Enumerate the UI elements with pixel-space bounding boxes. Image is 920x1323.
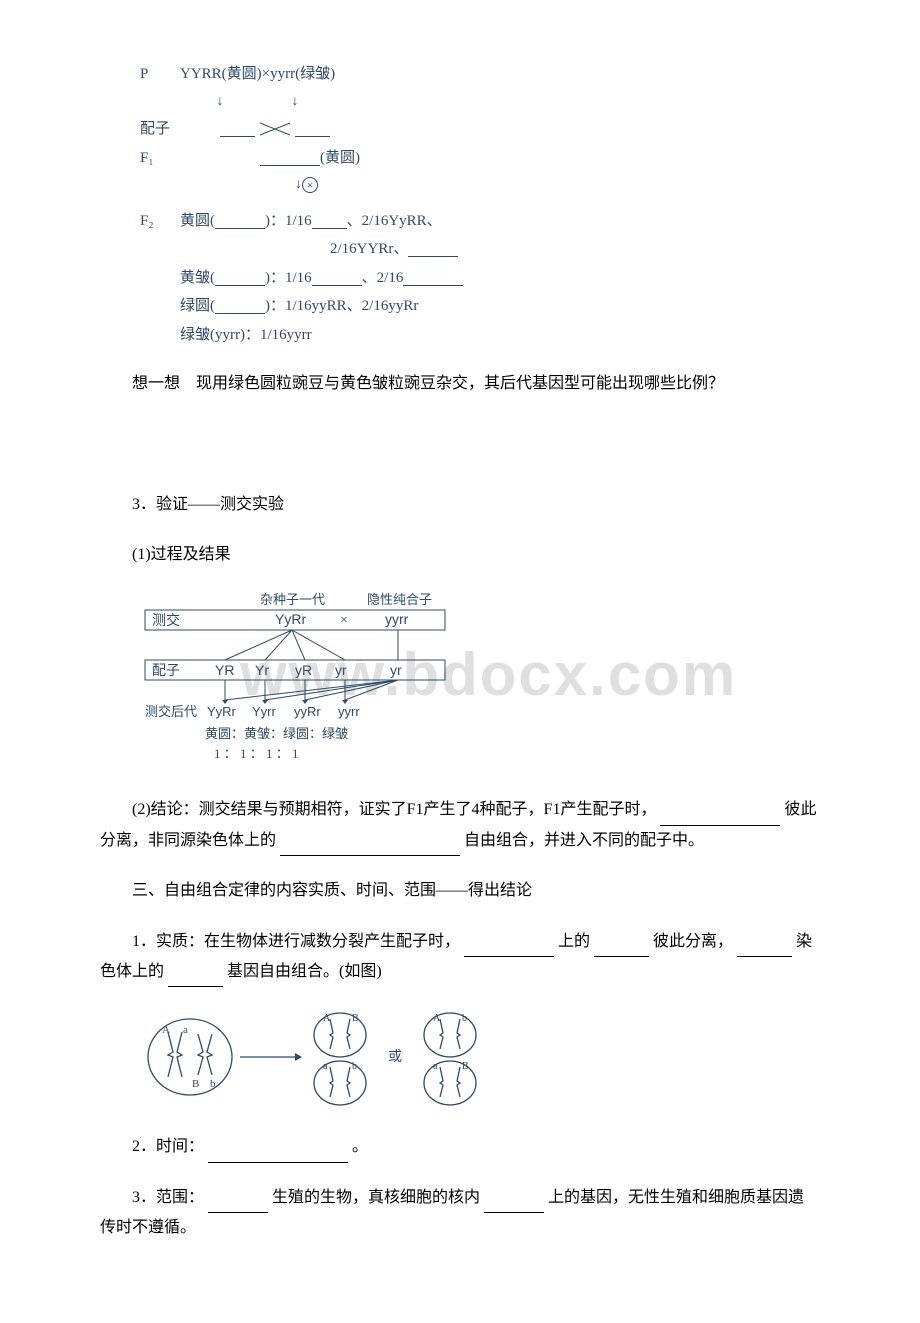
chromosome-svg: A a B b A B a b 或 — [140, 1007, 520, 1107]
arrow-down-icon: ↓ — [180, 89, 260, 116]
gamete-blank-2 — [295, 121, 330, 137]
svg-text:a: a — [183, 1024, 188, 1036]
arrow-down-icon: ↓ — [295, 172, 302, 199]
svg-text:A: A — [433, 1013, 441, 1024]
section-3-title: 3．验证——测交实验 — [100, 490, 820, 520]
svg-text:yyrr: yyrr — [385, 611, 409, 627]
conclusion-blank-1 — [660, 810, 780, 826]
p-label: P — [140, 60, 180, 89]
essence-blank-1 — [464, 941, 554, 957]
f2-yw-ratio: )：1/16 — [265, 264, 312, 293]
svg-text:b: b — [210, 1078, 216, 1090]
svg-text:yr: yr — [335, 662, 347, 678]
range-blank-1 — [208, 1197, 268, 1213]
svg-text:杂种子一代: 杂种子一代 — [260, 592, 325, 607]
essence-e: 基因自由组合。(如图) — [227, 963, 382, 980]
svg-text:A: A — [323, 1013, 331, 1024]
svg-text:B: B — [352, 1013, 359, 1024]
essence-text: 1．实质：在生物体进行减数分裂产生配子时， 上的 彼此分离， 染色体上的 基因自… — [100, 927, 820, 988]
svg-text:YR: YR — [215, 662, 234, 678]
f2-gr-ratio: )：1/16yyRR、2/16yyRr — [265, 292, 418, 321]
section-3-sub1: (1)过程及结果 — [100, 540, 820, 570]
essence-blank-2 — [594, 941, 649, 957]
svg-text:隐性纯合子: 隐性纯合子 — [367, 592, 432, 607]
svg-text:B: B — [192, 1078, 199, 1090]
cross-lines-icon — [255, 120, 295, 138]
essence-blank-4 — [168, 971, 223, 987]
f2-yellow-round-label: 黄圆( — [180, 207, 215, 236]
svg-text:黄圆：黄皱：绿圆：绿皱: 黄圆：黄皱：绿圆：绿皱 — [205, 726, 348, 741]
self-cross-icon: × — [302, 177, 318, 193]
svg-text:a: a — [433, 1061, 438, 1072]
f2-gr-blank — [215, 298, 265, 314]
f1-label: F₁ — [140, 144, 180, 173]
range-blank-2 — [484, 1197, 544, 1213]
cross-diagram-1: P YYRR(黄圆)×yyrr(绿皱) ↓ ↓ 配子 F₁ (黄圆) ↓ × — [140, 60, 820, 349]
time-blank — [208, 1147, 348, 1163]
section-san-title: 三、自由组合定律的内容实质、时间、范围——得出结论 — [100, 876, 820, 906]
section-3-conclusion: (2)结论：测交结果与预期相符，证实了F1产生了4种配子，F1产生配子时， 彼此… — [100, 795, 820, 856]
conclusion-blank-2 — [280, 840, 460, 856]
f2-yw-blank — [215, 270, 265, 286]
arrow-down-icon: ↓ — [260, 89, 330, 116]
f1-genotype-blank — [260, 150, 320, 166]
f2-yr-geno2: 2/16YYRr、 — [330, 235, 408, 264]
f2-green-round-label: 绿圆( — [180, 292, 215, 321]
time-text: 2．时间： 。 — [100, 1132, 820, 1162]
f2-yw-end: 、2/16 — [362, 264, 404, 293]
f2-yw-geno-blank2 — [403, 270, 463, 286]
svg-text:A: A — [162, 1024, 170, 1036]
conclusion-text-c: 自由组合，并进入不同的配子中。 — [464, 832, 704, 849]
range-a: 3．范围： — [132, 1189, 204, 1206]
svg-text:b: b — [462, 1013, 467, 1024]
essence-a: 1．实质：在生物体进行减数分裂产生配子时， — [132, 933, 460, 950]
chromosome-diagram: A a B b A B a b 或 — [140, 1007, 820, 1112]
svg-text:a: a — [323, 1061, 328, 1072]
time-label: 2．时间： — [132, 1138, 204, 1155]
svg-text:1 ： 1 ： 1 ： 1: 1 ： 1 ： 1 ： 1 — [214, 746, 299, 761]
svg-text:B: B — [462, 1061, 469, 1072]
f1-phenotype: (黄圆) — [320, 144, 360, 173]
svg-text:Yr: Yr — [255, 662, 269, 678]
svg-text:yyrr: yyrr — [338, 704, 360, 719]
svg-text:b: b — [352, 1061, 357, 1072]
testcross-diagram: 杂种子一代 隐性纯合子 测交 YyRr × yyrr 配子 YR Yr yR y… — [140, 590, 820, 775]
think-question: 想一想 现用绿色圆粒豌豆与黄色皱粒豌豆杂交，其后代基因型可能出现哪些比例？ — [100, 369, 820, 399]
f2-yr-geno1: 、2/16YyRR、 — [347, 207, 442, 236]
document-content: P YYRR(黄圆)×yyrr(绿皱) ↓ ↓ 配子 F₁ (黄圆) ↓ × — [100, 60, 820, 1243]
svg-text:Yyrr: Yyrr — [252, 704, 277, 719]
f2-green-wrinkle: 绿皱(yyrr)：1/16yyrr — [180, 321, 312, 350]
f2-label: F₂ — [140, 207, 180, 236]
svg-text:YyRr: YyRr — [207, 704, 237, 719]
svg-text:yyRr: yyRr — [294, 704, 321, 719]
conclusion-text-a: (2)结论：测交结果与预期相符，证实了F1产生了4种配子，F1产生配子时， — [132, 801, 656, 818]
f2-yw-geno-blank — [312, 270, 362, 286]
svg-text:YyRr: YyRr — [275, 611, 306, 627]
essence-c: 彼此分离， — [653, 933, 733, 950]
testcross-svg: 杂种子一代 隐性纯合子 测交 YyRr × yyrr 配子 YR Yr yR y… — [140, 590, 470, 770]
f2-yr-geno-blank — [312, 213, 347, 229]
svg-text:测交后代: 测交后代 — [145, 704, 197, 719]
essence-blank-3 — [737, 941, 792, 957]
p-cross-text: YYRR(黄圆)×yyrr(绿皱) — [180, 60, 335, 89]
f2-yr-geno-blank2 — [408, 241, 458, 257]
f2-yr-blank — [215, 213, 265, 229]
gamete-label: 配子 — [140, 115, 180, 144]
range-b: 生殖的生物，真核细胞的核内 — [272, 1189, 480, 1206]
f2-yr-ratio: )：1/16 — [265, 207, 312, 236]
svg-text:×: × — [340, 613, 348, 628]
range-text: 3．范围： 生殖的生物，真核细胞的核内 上的基因，无性生殖和细胞质基因遗传时不遵… — [100, 1183, 820, 1244]
svg-text:配子: 配子 — [152, 663, 180, 679]
gamete-blank-1 — [220, 121, 255, 137]
f2-yellow-wrinkle-label: 黄皱( — [180, 264, 215, 293]
svg-text:yR: yR — [295, 662, 312, 678]
svg-text:测交: 测交 — [152, 612, 180, 629]
time-period: 。 — [352, 1138, 368, 1155]
svg-text:或: 或 — [388, 1049, 402, 1065]
essence-b: 上的 — [558, 933, 590, 950]
svg-text:yr: yr — [390, 662, 402, 678]
